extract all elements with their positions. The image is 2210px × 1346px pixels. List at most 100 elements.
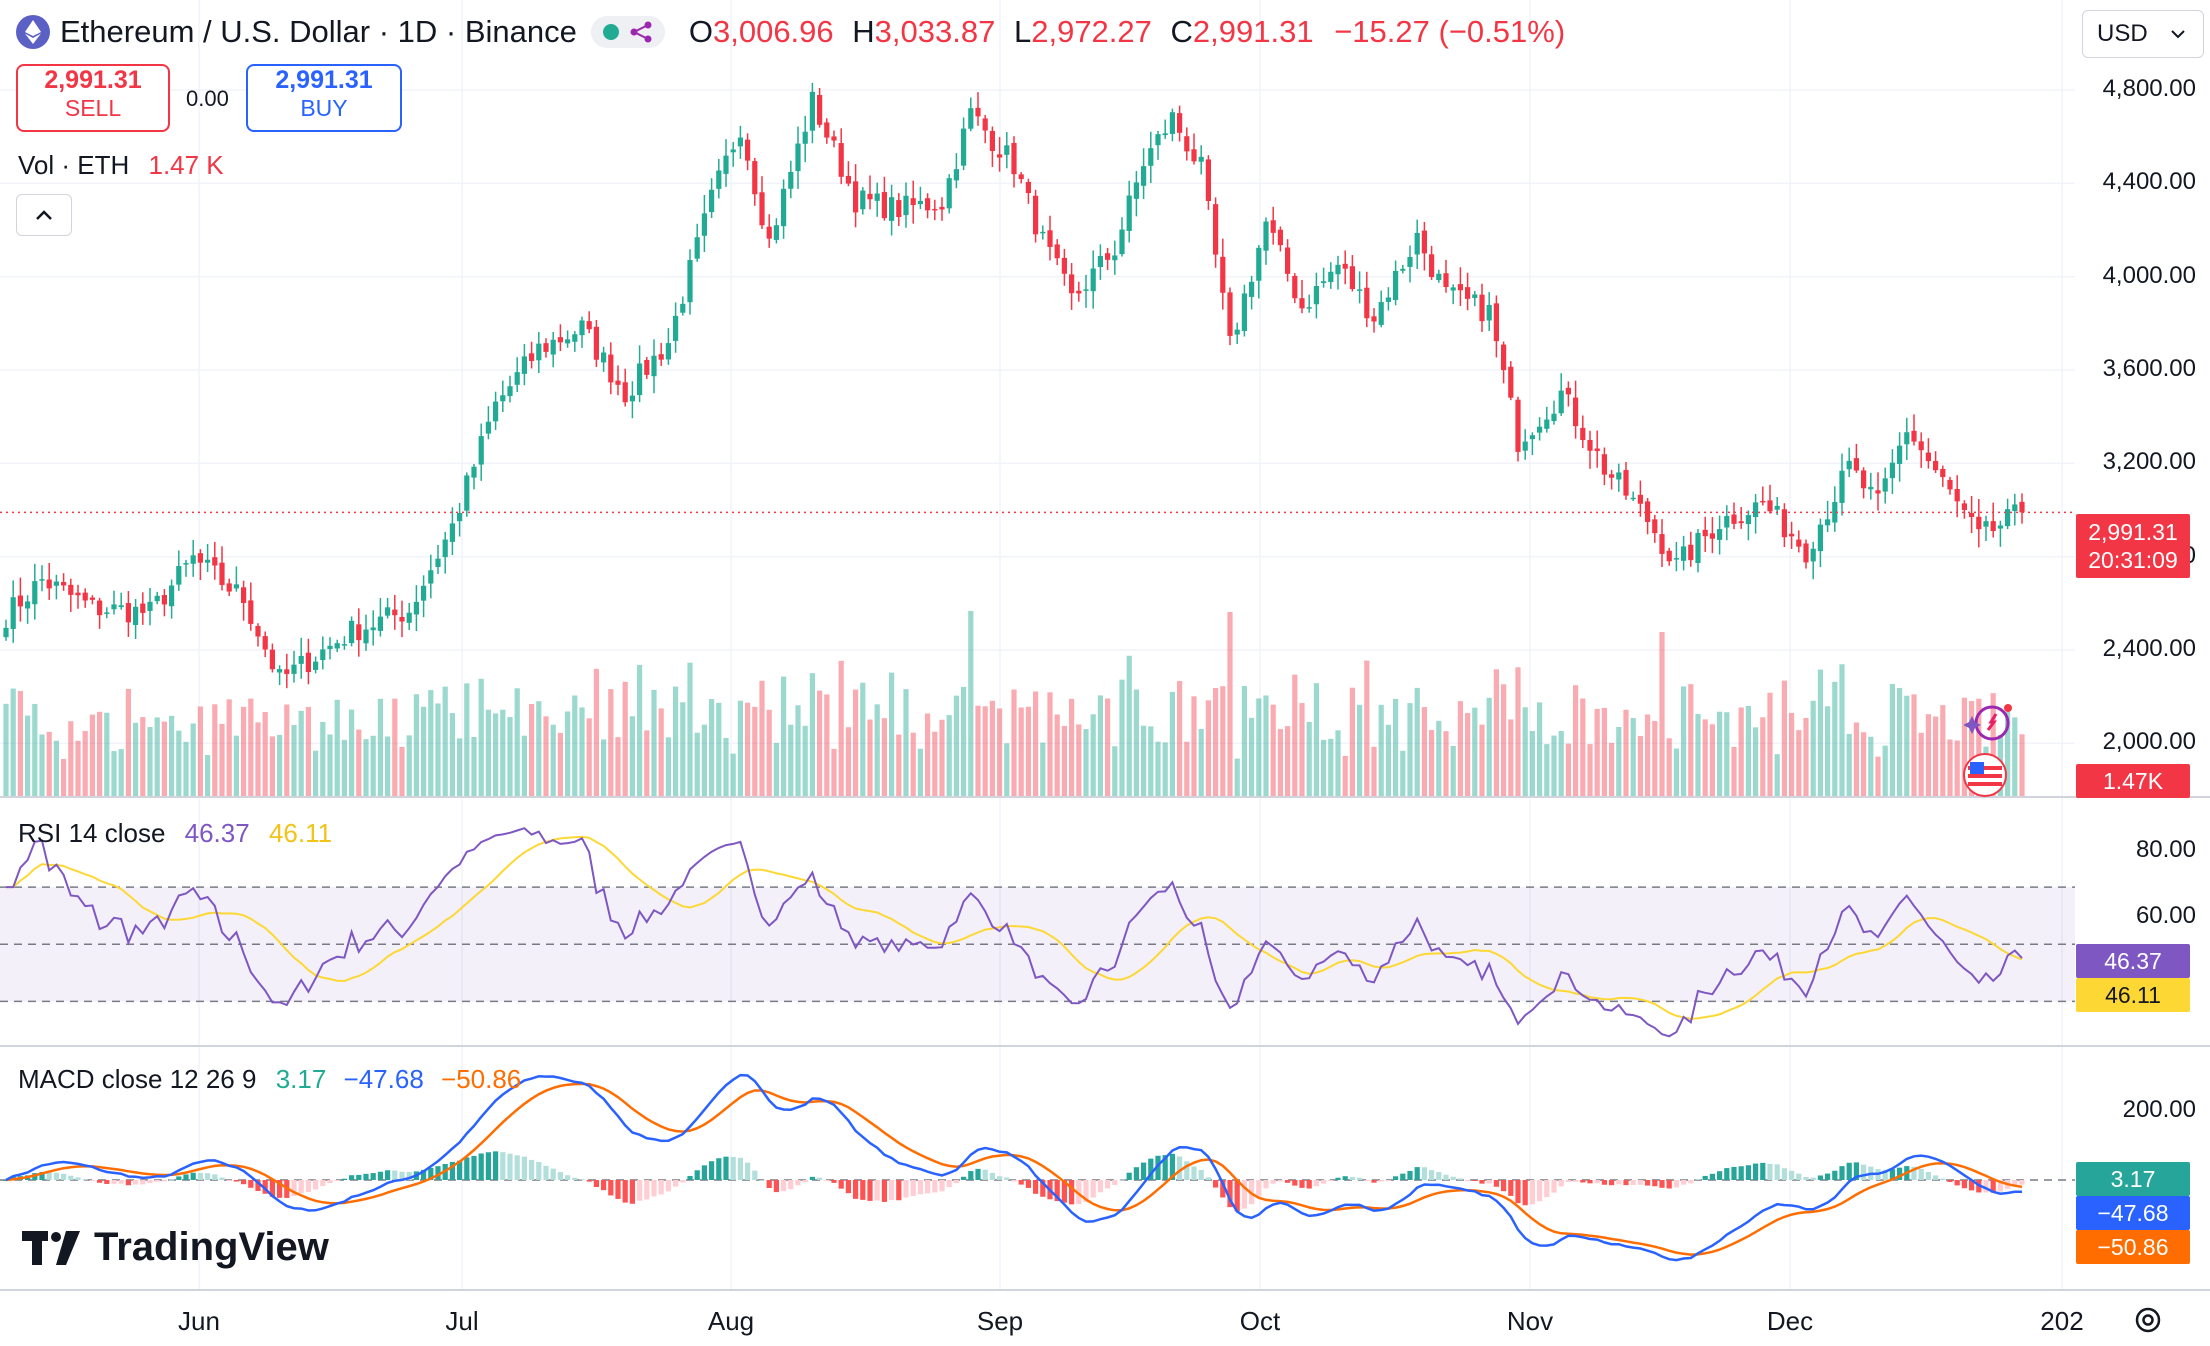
candle-body bbox=[327, 645, 333, 650]
macd-histogram-bar bbox=[896, 1180, 902, 1201]
volume-bar bbox=[1796, 730, 1802, 796]
macd-histogram-bar bbox=[1522, 1180, 1528, 1206]
candle-body bbox=[3, 627, 9, 638]
volume-bar bbox=[1810, 700, 1816, 796]
volume-bar bbox=[205, 755, 211, 796]
volume-bar bbox=[1061, 725, 1067, 796]
macd-histogram-bar bbox=[1357, 1177, 1363, 1180]
candle-body bbox=[133, 606, 139, 625]
sell-button[interactable]: 2,991.31 SELL bbox=[16, 64, 170, 132]
volume-bar bbox=[629, 716, 635, 796]
macd-histogram-bar bbox=[421, 1169, 427, 1180]
macd-histogram-bar bbox=[1378, 1180, 1384, 1182]
candle-body bbox=[1954, 488, 1960, 502]
macd-histogram-bar bbox=[1753, 1163, 1759, 1180]
volume-bar bbox=[1731, 746, 1737, 796]
macd-histogram-bar bbox=[752, 1170, 758, 1180]
candle-body bbox=[1047, 230, 1053, 247]
candle-body bbox=[233, 584, 239, 589]
candle-body bbox=[1018, 174, 1024, 180]
macd-histogram-bar bbox=[1364, 1180, 1370, 1181]
volume-bar bbox=[1954, 740, 1960, 796]
volume-bar bbox=[773, 742, 779, 796]
candle-body bbox=[269, 649, 275, 670]
candle-body bbox=[1789, 533, 1795, 537]
candle-body bbox=[1443, 273, 1449, 288]
macd-histogram-bar bbox=[1810, 1177, 1816, 1180]
volume-name: Vol · ETH bbox=[18, 150, 130, 180]
volume-bar bbox=[1227, 612, 1233, 796]
macd-histogram-bar bbox=[1321, 1180, 1327, 1184]
candle-body bbox=[1285, 247, 1291, 274]
volume-bar bbox=[550, 724, 556, 796]
candle-body bbox=[493, 401, 499, 422]
volume-bar bbox=[917, 748, 923, 796]
rsi-title: RSI 14 close bbox=[18, 818, 166, 848]
candle-body bbox=[442, 539, 448, 558]
volume-bar bbox=[1587, 744, 1593, 796]
volume-bar bbox=[320, 722, 326, 796]
collapse-legend-button[interactable] bbox=[16, 194, 72, 236]
volume-bar bbox=[1933, 716, 1939, 796]
macd-value: −47.68 bbox=[343, 1064, 424, 1094]
candle-body bbox=[709, 189, 715, 213]
macd-histogram-bar bbox=[1205, 1177, 1211, 1180]
volume-bar bbox=[507, 717, 513, 796]
macd-histogram-bar bbox=[1832, 1170, 1838, 1180]
candle-body bbox=[615, 380, 621, 385]
volume-bar bbox=[1306, 721, 1312, 796]
macd-hist-value: 3.17 bbox=[275, 1064, 327, 1094]
candle-body bbox=[903, 195, 909, 216]
tradingview-logo[interactable]: TradingView bbox=[22, 1225, 329, 1270]
macd-histogram-bar bbox=[1551, 1180, 1557, 1193]
macd-histogram-bar bbox=[1061, 1180, 1067, 1203]
rsi-pane bbox=[0, 827, 2075, 1038]
volume-bar bbox=[1371, 746, 1377, 796]
volume-bar bbox=[341, 739, 347, 796]
volume-bar bbox=[104, 712, 110, 796]
volume-bar bbox=[471, 736, 477, 796]
macd-histogram-bar bbox=[644, 1180, 650, 1200]
volume-bar bbox=[795, 705, 801, 796]
candle-body bbox=[853, 181, 859, 213]
macd-histogram-bar bbox=[889, 1180, 895, 1201]
candle-body bbox=[975, 107, 981, 117]
candle-body bbox=[1832, 502, 1838, 523]
candle-body bbox=[1623, 470, 1629, 496]
volume-bar bbox=[701, 724, 707, 796]
volume-bar bbox=[399, 746, 405, 796]
us-flag-icon[interactable] bbox=[1962, 752, 2008, 803]
candle-body bbox=[802, 131, 808, 144]
candle-body bbox=[1270, 220, 1276, 233]
macd-histogram-bar bbox=[1789, 1170, 1795, 1180]
currency-select[interactable]: USD bbox=[2082, 10, 2204, 58]
volume-bar bbox=[305, 707, 311, 796]
candle-body bbox=[881, 192, 887, 219]
macd-histogram-bar bbox=[1285, 1180, 1291, 1183]
volume-bar bbox=[1177, 681, 1183, 796]
symbol-title[interactable]: Ethereum / U.S. Dollar · 1D · Binance bbox=[60, 14, 577, 49]
macd-histogram-bar bbox=[82, 1179, 88, 1181]
volume-bar bbox=[133, 722, 139, 796]
candle-body bbox=[925, 198, 931, 211]
candle-body bbox=[673, 315, 679, 341]
ai-sparkle-icon[interactable] bbox=[1963, 700, 2016, 751]
volume-bar bbox=[1868, 736, 1874, 796]
volume-bar bbox=[968, 611, 974, 796]
macd-histogram-bar bbox=[716, 1158, 722, 1180]
candle-body bbox=[1760, 500, 1766, 503]
macd-histogram-bar bbox=[1256, 1180, 1262, 1197]
macd-histogram-bar bbox=[190, 1172, 196, 1180]
volume-bar bbox=[32, 703, 38, 796]
settings-gear-icon[interactable] bbox=[2132, 1304, 2164, 1341]
volume-bar bbox=[1825, 706, 1831, 796]
buy-button[interactable]: 2,991.31 BUY bbox=[246, 64, 402, 132]
market-status-pill[interactable] bbox=[590, 16, 665, 48]
macd-histogram-bar bbox=[241, 1180, 247, 1185]
volume-legend: Vol · ETH 1.47 K bbox=[18, 150, 224, 181]
macd-histogram-bar bbox=[305, 1180, 311, 1193]
volume-bar bbox=[665, 737, 671, 796]
candle-body bbox=[1126, 195, 1132, 231]
macd-line bbox=[5, 1073, 2023, 1262]
